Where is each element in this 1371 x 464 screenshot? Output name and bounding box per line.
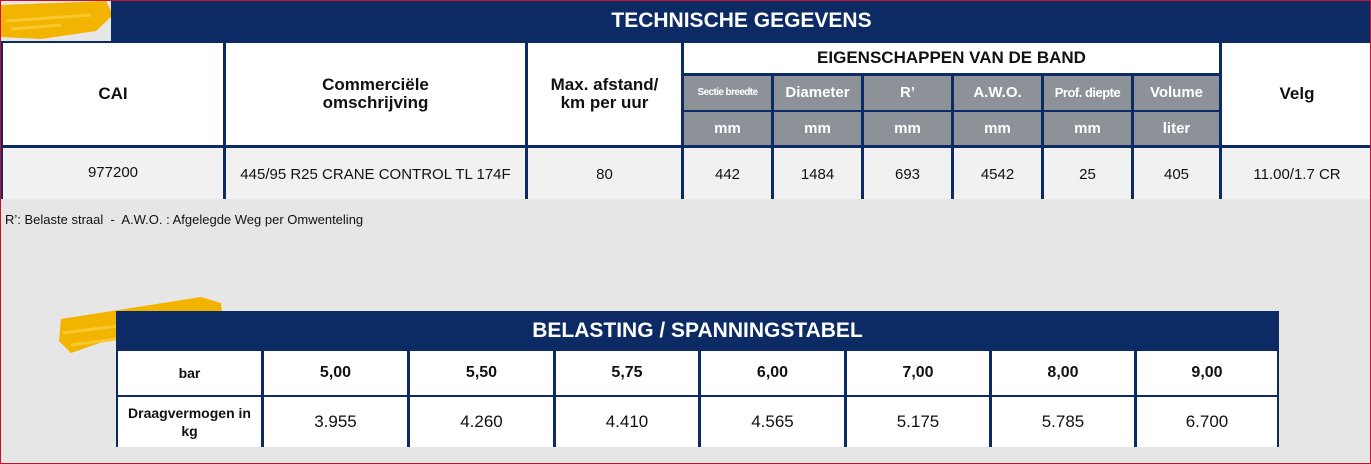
group-header: EIGENSCHAPPEN VAN DE BAND (684, 43, 1219, 73)
property-header: Volume (1134, 76, 1219, 110)
row-header: bar (118, 351, 261, 395)
unit-header: mm (864, 112, 951, 145)
column-header: Max. afstand/ km per uur (528, 43, 681, 145)
property-header: Prof. diepte (1044, 76, 1131, 110)
pressure-cell: 8,00 (992, 351, 1134, 395)
data-cell: 80 (528, 148, 681, 199)
load-cell: 4.410 (556, 397, 698, 447)
pressure-cell: 6,00 (701, 351, 844, 395)
property-header: A.W.O. (954, 76, 1041, 110)
load-cell: 5.785 (992, 397, 1134, 447)
property-header: Sectie breedte (684, 76, 771, 110)
unit-header: liter (1134, 112, 1219, 145)
data-cell: 1484 (774, 148, 861, 199)
footnote: R’: Belaste straal - A.W.O. : Afgelegde … (5, 212, 364, 227)
brush-decoration (1, 1, 113, 39)
table-title: BELASTING / SPANNINGSTABEL (116, 311, 1279, 351)
data-cell: 25 (1044, 148, 1131, 199)
unit-header: mm (954, 112, 1041, 145)
data-cell: 693 (864, 148, 951, 199)
table-title: TECHNISCHE GEGEVENS (111, 1, 1370, 41)
data-cell: 442 (684, 148, 771, 199)
unit-header: mm (1044, 112, 1131, 145)
column-header: Commerciële omschrijving (226, 43, 525, 145)
column-header: Velg (1222, 43, 1370, 145)
property-header: R’ (864, 76, 951, 110)
data-cell: 4542 (954, 148, 1041, 199)
data-cell: 445/95 R25 CRANE CONTROL TL 174F (226, 148, 525, 199)
data-cell: 11.00/1.7 CR (1222, 148, 1370, 199)
unit-header: mm (684, 112, 771, 145)
load-cell: 6.700 (1137, 397, 1277, 447)
load-cell: 3.955 (264, 397, 407, 447)
data-cell: 405 (1134, 148, 1219, 199)
property-header: Diameter (774, 76, 861, 110)
row-header: Draagvermogen in kg (118, 397, 261, 447)
pressure-cell: 7,00 (847, 351, 989, 395)
column-header: CAI (3, 43, 223, 145)
pressure-cell: 9,00 (1137, 351, 1277, 395)
pressure-cell: 5,50 (410, 351, 553, 395)
unit-header: mm (774, 112, 861, 145)
load-cell: 4.260 (410, 397, 553, 447)
data-cell: 977200 (3, 148, 223, 199)
load-cell: 4.565 (701, 397, 844, 447)
load-cell: 5.175 (847, 397, 989, 447)
pressure-cell: 5,75 (556, 351, 698, 395)
pressure-cell: 5,00 (264, 351, 407, 395)
